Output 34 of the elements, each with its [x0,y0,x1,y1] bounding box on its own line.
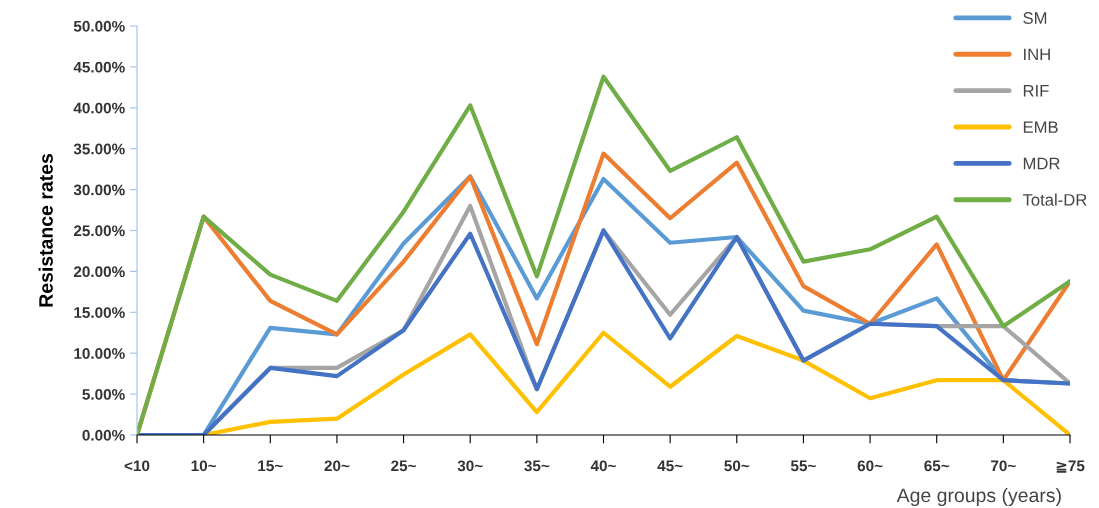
x-tick-label: 15~ [258,460,283,472]
x-tick-label: ≧75 [1056,460,1085,473]
y-tick-label: 45.00% [73,61,125,73]
x-tick-label: 25~ [391,460,416,472]
x-tick-label: 50~ [724,460,750,472]
x-tick-label: 20~ [324,460,350,472]
legend-label: RIF [1023,85,1049,97]
legend-label: EMB [1023,121,1058,133]
y-tick-label: 40.00% [73,102,125,114]
y-tick-label: 25.00% [73,225,125,237]
legend-label: INH [1024,48,1050,61]
x-tick-label: <10 [124,460,150,472]
x-tick-label: 65~ [924,460,950,472]
x-tick-label: 70~ [991,460,1016,472]
y-tick-label: 20.00% [73,266,125,278]
y-tick-label: 35.00% [73,143,125,155]
y-tick-label: 10.00% [74,348,125,359]
x-tick-label: 40~ [590,460,616,472]
y-tick-label: 5.00% [82,388,125,400]
x-tick-label: 60~ [857,460,883,472]
x-tick-label: 10~ [191,460,217,472]
x-tick-label: 30~ [457,460,483,472]
x-axis-title: Age groups (years) [896,487,1061,507]
x-tick-label: 35~ [524,460,550,472]
y-axis-title: Resistance rates [38,154,53,307]
y-tick-label: 0.00% [82,429,125,441]
y-tick-label: 15.00% [74,307,125,318]
legend-label: Total-DR [1022,193,1087,206]
legend-label: MDR [1023,157,1060,170]
y-tick-label: 50.00% [73,20,125,32]
legend-label: SM [1023,12,1047,24]
y-tick-label: 30.00% [73,184,125,196]
x-tick-label: 55~ [790,460,816,472]
x-tick-label: 45~ [657,460,683,472]
